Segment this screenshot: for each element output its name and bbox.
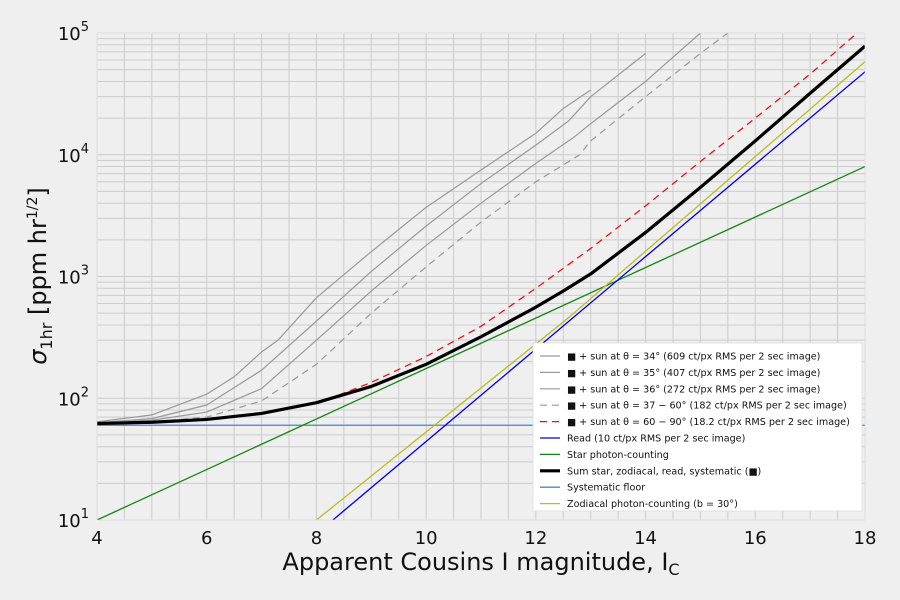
legend-label: Sum star, zodiacal, read, systematic (■) [567, 466, 761, 477]
y-tick-label: 101 [58, 507, 89, 532]
series-line [97, 165, 865, 520]
legend-label: ■ + sun at θ = 37 − 60° (182 ct/px RMS p… [567, 401, 847, 412]
y-tick-label: 103 [58, 264, 89, 289]
legend-box [532, 342, 863, 512]
legend-label: Read (10 ct/px RMS per 2 sec image) [567, 434, 745, 445]
x-tick-label: 6 [201, 528, 212, 549]
x-tick-label: 18 [854, 528, 877, 549]
x-tick-label: 14 [634, 528, 657, 549]
x-axis-label: Apparent Cousins I magnitude, IC [282, 548, 679, 579]
series-line [97, 33, 701, 424]
legend-item: Systematic floor [540, 483, 645, 494]
x-tick-label: 12 [524, 528, 547, 549]
y-tick-labels: 101 102 103 104 105 [58, 20, 89, 532]
legend: ■ + sun at θ = 34° (609 ct/px RMS per 2 … [532, 342, 863, 512]
y-tick-label: 104 [58, 142, 89, 167]
x-tick-label: 16 [744, 528, 767, 549]
legend-item: Sum star, zodiacal, read, systematic (■) [540, 466, 761, 477]
plot-frame [96, 32, 866, 521]
x-tick-labels: 4 6 8 10 12 14 16 18 [91, 528, 876, 549]
y-axis-label: σ1hr [ppm hr1/2] [24, 187, 56, 365]
series-line [97, 89, 592, 423]
legend-label: ■ + sun at θ = 36° (272 ct/px RMS per 2 … [567, 384, 820, 395]
series-line [316, 61, 865, 520]
x-tick-label: 10 [415, 528, 438, 549]
legend-label: Systematic floor [567, 483, 645, 494]
series-line [97, 52, 646, 424]
legend-label: ■ + sun at θ = 34° (609 ct/px RMS per 2 … [567, 352, 820, 363]
legend-items: ■ + sun at θ = 34° (609 ct/px RMS per 2 … [540, 352, 850, 510]
legend-label: Zodiacal photon-counting (b = 30°) [567, 499, 738, 510]
legend-item: ■ + sun at θ = 35° (407 ct/px RMS per 2 … [540, 368, 820, 379]
legend-item: ■ + sun at θ = 36° (272 ct/px RMS per 2 … [540, 384, 820, 395]
y-tick-label: 102 [58, 385, 89, 410]
x-tick-label: 4 [91, 528, 102, 549]
x-tick-label: 8 [311, 528, 322, 549]
series-line [332, 71, 865, 520]
legend-item: Read (10 ct/px RMS per 2 sec image) [540, 434, 745, 445]
legend-item: ■ + sun at θ = 37 − 60° (182 ct/px RMS p… [540, 401, 847, 412]
legend-item: ■ + sun at θ = 60 − 90° (18.2 ct/px RMS … [540, 417, 850, 428]
series-layer [97, 33, 865, 520]
legend-label: ■ + sun at θ = 60 − 90° (18.2 ct/px RMS … [567, 417, 850, 428]
series-line [97, 44, 865, 426]
legend-label: ■ + sun at θ = 35° (407 ct/px RMS per 2 … [567, 368, 820, 379]
series-line [316, 35, 855, 405]
legend-item: ■ + sun at θ = 34° (609 ct/px RMS per 2 … [540, 352, 820, 363]
legend-label: Star photon-counting [567, 450, 669, 461]
y-tick-label: 105 [58, 20, 89, 45]
legend-item: Zodiacal photon-counting (b = 30°) [540, 499, 738, 510]
legend-item: Star photon-counting [540, 450, 669, 461]
